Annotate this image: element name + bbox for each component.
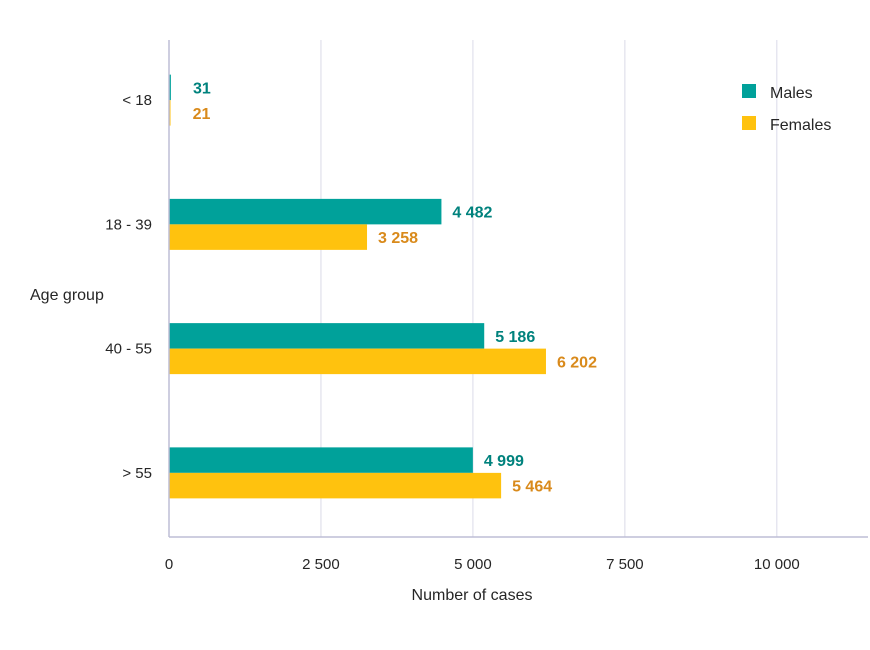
axes	[168, 40, 868, 538]
x-tick-label-2: 5 000	[454, 556, 492, 573]
data-label-females-2: 6 202	[557, 354, 597, 371]
x-tick-label-3: 7 500	[606, 556, 644, 573]
y-axis-title: Age group	[30, 287, 104, 304]
tick-labels: 0 2 500 5 000 7 500 10 000 < 18 18 - 39 40 - 55…	[105, 92, 799, 573]
data-labels: 31 21 4 482 3 258 5 186 6 202 4 999 5 464	[193, 80, 597, 495]
legend-swatch-females	[742, 116, 756, 130]
legend-swatch-males	[742, 84, 756, 98]
bar-males-2	[169, 323, 485, 349]
y-tick-label-3: > 55	[122, 465, 152, 482]
bar-females-2	[169, 348, 546, 375]
y-tick-label-1: 18 - 39	[105, 216, 152, 233]
bars	[169, 74, 546, 499]
bar-males-0	[169, 74, 171, 101]
bar-females-3	[169, 472, 502, 499]
data-label-females-3: 5 464	[512, 479, 552, 496]
data-label-males-1: 4 482	[452, 205, 492, 222]
x-tick-label-0: 0	[165, 556, 173, 573]
data-label-males-2: 5 186	[495, 329, 535, 346]
x-axis-title: Number of cases	[412, 587, 533, 604]
bar-males-3	[169, 447, 473, 473]
bar-males-1	[169, 198, 442, 225]
data-label-males-3: 4 999	[484, 453, 524, 470]
legend: Males Females	[742, 84, 831, 134]
data-label-females-1: 3 258	[378, 230, 418, 247]
bar-females-1	[169, 224, 368, 250]
x-tick-label-1: 2 500	[302, 556, 340, 573]
x-tick-label-4: 10 000	[754, 556, 800, 573]
legend-label-females: Females	[770, 117, 831, 134]
data-label-females-0: 21	[193, 106, 211, 123]
y-tick-label-0: < 18	[122, 92, 152, 109]
y-tick-label-2: 40 - 55	[105, 341, 152, 358]
data-label-males-0: 31	[193, 80, 211, 97]
legend-label-males: Males	[770, 85, 813, 102]
